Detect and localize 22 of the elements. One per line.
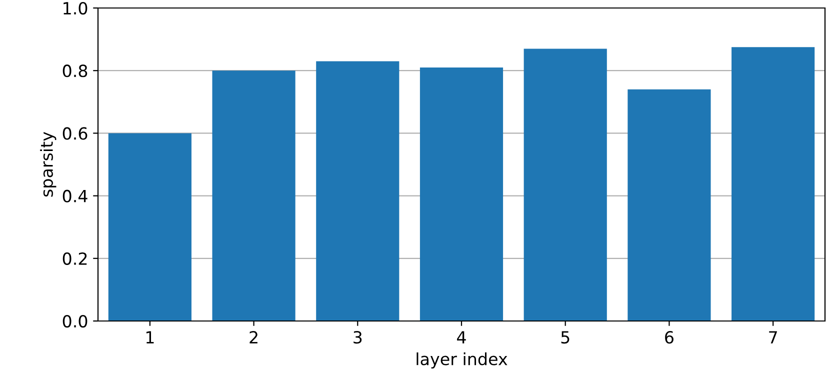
y-tick-label: 1.0 bbox=[64, 2, 88, 15]
bar bbox=[108, 133, 192, 321]
y-tick-label: 0.8 bbox=[62, 64, 88, 78]
y-tick-label: 0.6 bbox=[62, 127, 88, 140]
x-axis-title: layer index bbox=[416, 352, 508, 369]
x-tick-label: 1 bbox=[146, 331, 154, 344]
y-axis-title: sparsity bbox=[40, 132, 56, 197]
x-tick-label: 4 bbox=[457, 331, 466, 344]
bar bbox=[420, 67, 504, 321]
x-tick-label: 2 bbox=[250, 331, 258, 344]
y-tick-label: 0.4 bbox=[62, 190, 88, 202]
bar bbox=[732, 47, 815, 321]
x-tick-label: 7 bbox=[769, 331, 777, 344]
x-tick-label: 3 bbox=[354, 331, 362, 344]
bar bbox=[212, 70, 296, 321]
bar bbox=[524, 48, 607, 321]
x-tick-label: 5 bbox=[561, 331, 570, 344]
x-tick-label: 6 bbox=[665, 331, 674, 344]
y-tick-label: 0.0 bbox=[62, 314, 88, 328]
bar bbox=[316, 61, 400, 321]
bar bbox=[628, 89, 711, 321]
y-tick-label: 0.2 bbox=[62, 252, 87, 265]
